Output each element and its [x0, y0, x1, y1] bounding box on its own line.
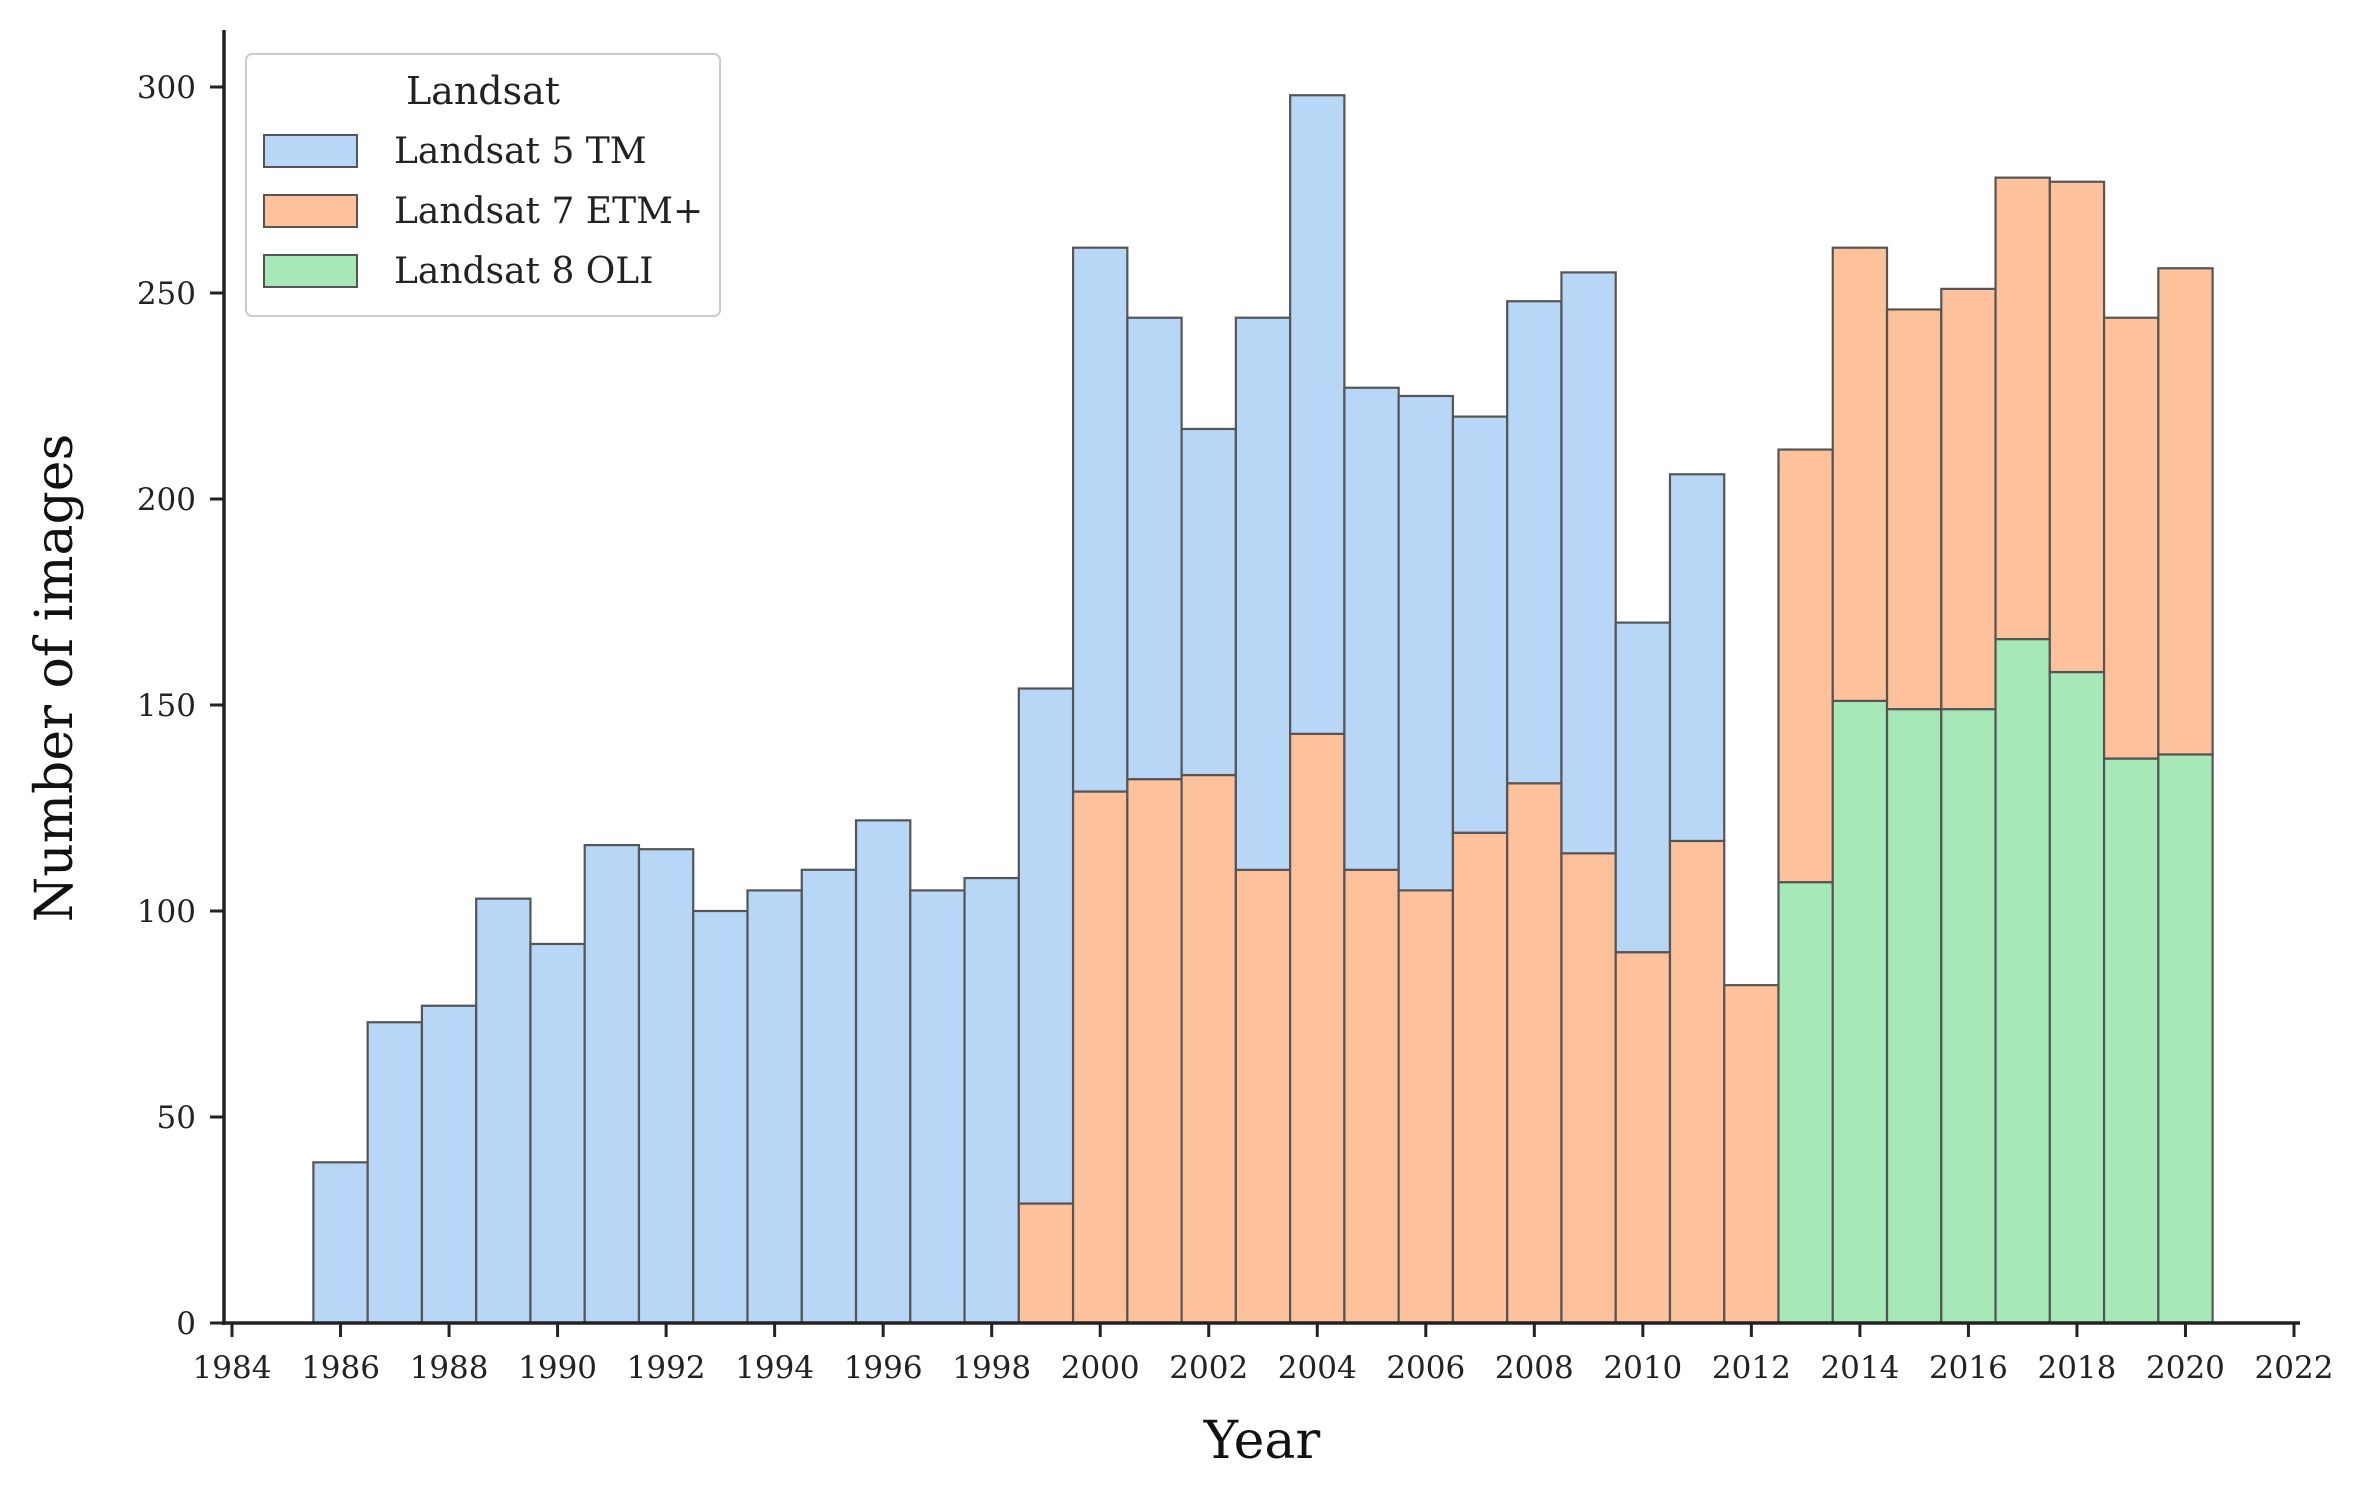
bar-landsat-7-etm-1999 [1017, 1202, 1075, 1325]
legend-label-landsat-8-oli: Landsat 8 OLI [394, 251, 653, 292]
bar-landsat-7-etm-2002 [1180, 773, 1237, 1325]
x-tick-label: 2020 [2146, 1350, 2225, 1386]
x-tick-label: 2010 [1603, 1350, 1682, 1386]
bar-landsat-5-tm-1987 [366, 1021, 424, 1325]
bar-landsat-8-oli-2015 [1885, 708, 1943, 1325]
legend-frame [245, 53, 721, 317]
bar-landsat-7-etm-2017 [1994, 176, 2051, 641]
bar-landsat-8-oli-2013 [1777, 881, 1834, 1325]
bar-landsat-5-tm-1997 [909, 889, 966, 1325]
x-tick-label: 2018 [2037, 1350, 2116, 1386]
x-tick-label: 2014 [1820, 1350, 1899, 1386]
bar-landsat-8-oli-2019 [2102, 757, 2160, 1325]
x-tick-label: 1996 [844, 1350, 923, 1386]
x-tick-label: 2000 [1061, 1350, 1140, 1386]
bar-landsat-5-tm-2006 [1397, 394, 1455, 892]
legend-label-landsat-7-etm: Landsat 7 ETM+ [394, 191, 703, 232]
bar-landsat-7-etm-2010 [1614, 951, 1672, 1325]
y-tick-label: 0 [176, 1306, 196, 1342]
bar-landsat-5-tm-2001 [1126, 316, 1183, 781]
bar-landsat-7-etm-2004 [1289, 732, 1346, 1325]
bar-landsat-7-etm-2013 [1777, 448, 1834, 884]
bar-landsat-8-oli-2016 [1940, 708, 1997, 1325]
bar-landsat-5-tm-1992 [637, 848, 695, 1325]
bar-landsat-8-oli-2018 [2048, 670, 2106, 1325]
x-tick-label: 2006 [1386, 1350, 1465, 1386]
bar-landsat-7-etm-2003 [1234, 868, 1292, 1325]
legend-title: Landsat [406, 69, 560, 113]
bar-landsat-8-oli-2014 [1831, 699, 1889, 1325]
bar-landsat-7-etm-2015 [1885, 308, 1943, 711]
bar-landsat-5-tm-2005 [1343, 386, 1400, 871]
x-tick-label: 1998 [952, 1350, 1031, 1386]
legend-swatch-landsat-8-oli [263, 254, 358, 288]
bar-landsat-5-tm-2010 [1614, 621, 1672, 954]
bar-landsat-8-oli-2017 [1994, 637, 2051, 1325]
x-tick-label: 2016 [1929, 1350, 2008, 1386]
bar-landsat-5-tm-2007 [1451, 415, 1509, 834]
bar-landsat-7-etm-2014 [1831, 246, 1889, 702]
x-tick-label: 2022 [2255, 1350, 2334, 1386]
bar-landsat-5-tm-2009 [1560, 271, 1617, 855]
bar-landsat-5-tm-2004 [1289, 94, 1346, 735]
legend-swatch-landsat-7-etm [263, 194, 358, 228]
bar-landsat-5-tm-1995 [800, 868, 858, 1325]
y-axis-ticks: 0 50 100 150 200 250 300 [137, 70, 224, 1342]
x-axis-ticks: 1984 1986 1988 1990 1992 1994 1996 1998 2000 2002… [193, 1323, 2334, 1386]
bar-landsat-5-tm-1999 [1017, 687, 1075, 1205]
x-tick-label: 2008 [1495, 1350, 1574, 1386]
bar-landsat-5-tm-2003 [1234, 316, 1292, 871]
legend-swatch-landsat-5-tm [263, 134, 358, 168]
x-tick-label: 1986 [301, 1350, 380, 1386]
x-tick-label: 2012 [1712, 1350, 1791, 1386]
bar-landsat-5-tm-2008 [1506, 300, 1563, 785]
bar-landsat-5-tm-2011 [1668, 473, 1726, 843]
x-tick-label: 1984 [193, 1350, 272, 1386]
bar-landsat-5-tm-1986 [312, 1161, 369, 1325]
y-tick-label: 200 [137, 482, 196, 518]
bar-landsat-7-etm-2009 [1560, 852, 1617, 1325]
bars-layer [312, 94, 2214, 1325]
bar-landsat-7-etm-2005 [1343, 868, 1400, 1325]
x-tick-label: 1988 [410, 1350, 489, 1386]
bar-landsat-7-etm-2008 [1506, 782, 1563, 1325]
y-tick-label: 150 [137, 688, 196, 724]
bar-landsat-7-etm-2001 [1126, 778, 1183, 1325]
bar-landsat-7-etm-2016 [1940, 287, 1997, 711]
legend-entries: Landsat 5 TM Landsat 7 ETM+ Landsat 8 OLI [263, 131, 703, 292]
legend-label-landsat-5-tm: Landsat 5 TM [394, 131, 647, 172]
x-tick-label: 2002 [1169, 1350, 1248, 1386]
y-tick-label: 250 [137, 276, 196, 312]
bar-landsat-5-tm-1998 [963, 876, 1020, 1325]
x-tick-label: 2004 [1278, 1350, 1357, 1386]
bar-landsat-5-tm-1996 [854, 819, 912, 1325]
bar-landsat-7-etm-2011 [1668, 839, 1726, 1325]
x-tick-label: 1990 [518, 1350, 597, 1386]
y-axis-label: Number of images [25, 434, 85, 923]
bar-landsat-5-tm-2000 [1071, 246, 1129, 793]
bar-landsat-5-tm-2002 [1180, 427, 1237, 777]
bar-landsat-5-tm-1991 [583, 843, 641, 1325]
bar-landsat-7-etm-2019 [2102, 316, 2160, 760]
bar-landsat-7-etm-2020 [2157, 267, 2214, 756]
x-tick-label: 1992 [627, 1350, 706, 1386]
x-tick-label: 1994 [735, 1350, 814, 1386]
bar-landsat-7-etm-2006 [1397, 889, 1455, 1325]
y-tick-label: 100 [137, 894, 196, 930]
bar-landsat-7-etm-2000 [1071, 790, 1129, 1325]
bar-landsat-7-etm-2012 [1723, 984, 1780, 1325]
x-axis-label: Year [1203, 1411, 1321, 1471]
bar-landsat-5-tm-1993 [692, 909, 749, 1325]
y-tick-label: 300 [137, 70, 196, 106]
bar-landsat-5-tm-1988 [420, 1004, 478, 1325]
bar-landsat-5-tm-1989 [475, 897, 532, 1325]
y-tick-label: 50 [157, 1100, 196, 1136]
bar-landsat-5-tm-1994 [746, 889, 803, 1325]
bar-landsat-8-oli-2020 [2157, 753, 2214, 1325]
bar-landsat-5-tm-1990 [529, 942, 586, 1325]
bar-landsat-7-etm-2018 [2048, 180, 2106, 674]
bar-landsat-7-etm-2007 [1451, 831, 1509, 1325]
